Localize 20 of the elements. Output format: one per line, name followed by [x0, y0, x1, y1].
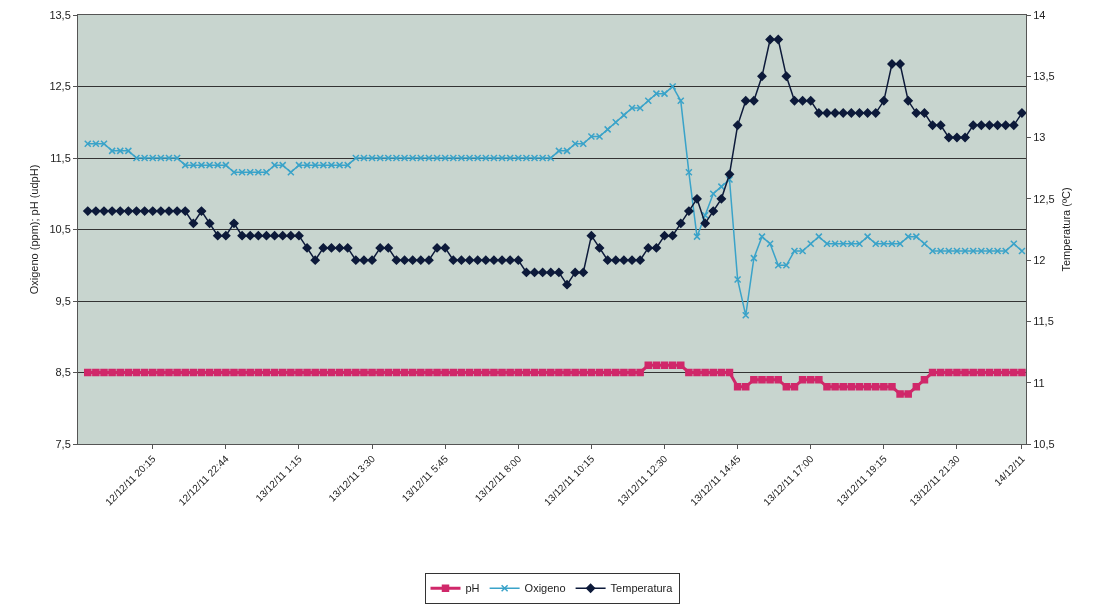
- y-tick-label: 12,5: [49, 80, 71, 93]
- y2-tick-label: 11,5: [1033, 315, 1054, 328]
- y-tick-label: 13,5: [49, 8, 71, 21]
- y-tick-label: 11,5: [50, 151, 71, 164]
- y2-tick-label: 13,5: [1033, 70, 1055, 83]
- y2-axis-title: Temperatura (ºC): [1059, 187, 1072, 272]
- legend-label: pH: [465, 582, 480, 595]
- y-tick-label: 7,5: [55, 437, 71, 450]
- y-tick-label: 10,5: [49, 223, 71, 236]
- legend-label: Oxigeno: [524, 582, 566, 595]
- y2-tick-label: 11: [1033, 376, 1045, 389]
- y2-tick-label: 10,5: [1033, 437, 1055, 450]
- legend-label: Temperatura: [610, 582, 674, 595]
- y2-tick-label: 14: [1033, 8, 1046, 21]
- y-axis-title: Oxigeno (ppm); pH (udpH): [28, 164, 41, 295]
- y2-tick-label: 12,5: [1033, 192, 1055, 205]
- y-tick-label: 8,5: [55, 366, 71, 379]
- y2-tick-label: 12: [1033, 253, 1046, 266]
- y-tick-label: 9,5: [55, 294, 71, 307]
- y2-tick-label: 13: [1033, 131, 1046, 144]
